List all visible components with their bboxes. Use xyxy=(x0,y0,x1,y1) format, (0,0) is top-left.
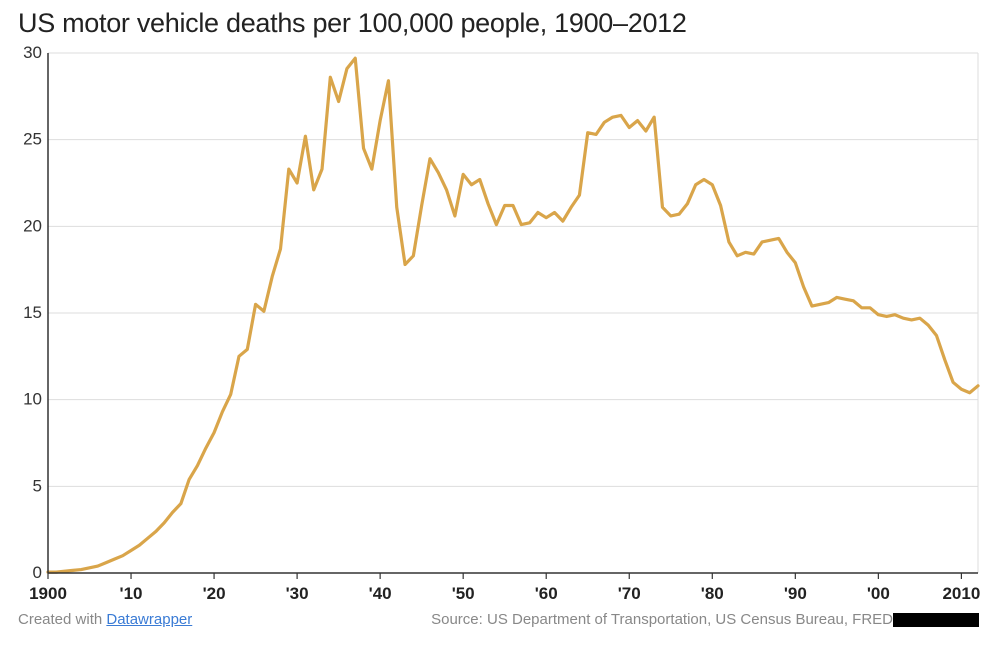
y-axis-label: 5 xyxy=(33,476,42,495)
data-line xyxy=(48,58,978,572)
credit-prefix: Created with xyxy=(18,611,106,628)
x-axis-label: '00 xyxy=(867,584,890,603)
chart-container: US motor vehicle deaths per 100,000 peop… xyxy=(0,0,999,653)
chart-title: US motor vehicle deaths per 100,000 peop… xyxy=(18,8,981,39)
y-axis-label: 30 xyxy=(23,43,42,62)
datawrapper-link[interactable]: Datawrapper xyxy=(106,611,192,628)
line-chart-svg: 0 5 10 15 20 25 30 1900 '10 '20 '30 '40 '50 '60 '70 '80… xyxy=(18,43,981,607)
y-axis-label: 20 xyxy=(23,216,42,235)
x-axis-label: '40 xyxy=(369,584,392,603)
x-axis-label: '60 xyxy=(535,584,558,603)
x-axis-label: '10 xyxy=(120,584,143,603)
credit-text: Created with Datawrapper xyxy=(18,611,192,628)
x-axis-label: '30 xyxy=(286,584,309,603)
y-axis-label: 0 xyxy=(33,563,42,582)
x-axis-label: '70 xyxy=(618,584,641,603)
y-axis-label: 10 xyxy=(23,390,42,409)
x-axis-label: '20 xyxy=(203,584,226,603)
y-axis-label: 25 xyxy=(23,130,42,149)
source-text: Source: US Department of Transportation,… xyxy=(431,611,979,628)
x-axis-label: '90 xyxy=(784,584,807,603)
source-prefix: Source: xyxy=(431,611,487,628)
redacted-block xyxy=(893,613,979,627)
x-axis-label: 2010 xyxy=(942,584,980,603)
y-axis-label: 15 xyxy=(23,303,42,322)
x-axis-label: 1900 xyxy=(29,584,67,603)
chart-footer: Created with Datawrapper Source: US Depa… xyxy=(18,611,981,628)
chart-plot-area: 0 5 10 15 20 25 30 1900 '10 '20 '30 '40 '50 '60 '70 '80… xyxy=(18,43,981,607)
x-axis-label: '80 xyxy=(701,584,724,603)
source-body: US Department of Transportation, US Cens… xyxy=(487,611,893,628)
x-axis-label: '50 xyxy=(452,584,475,603)
